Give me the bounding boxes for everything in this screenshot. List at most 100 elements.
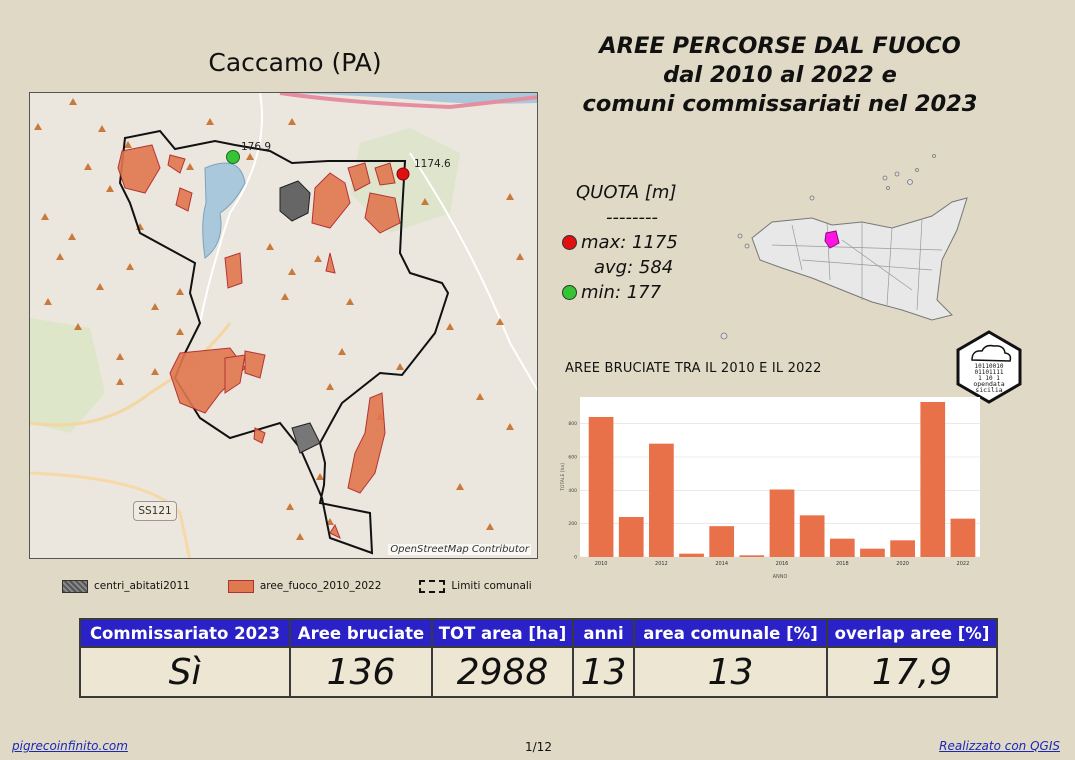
quota-max: max: 1175 — [581, 232, 678, 253]
svg-text:01101111: 01101111 — [975, 369, 1004, 376]
quota-min-row: min: 177 — [562, 280, 712, 305]
minor-road — [199, 93, 263, 324]
legend-label-limiti: Limiti comunali — [451, 580, 532, 592]
chart-x-tick-label: 2014 — [715, 561, 728, 567]
svg-text:1 10 1: 1 10 1 — [978, 375, 1000, 382]
value-anni: 13 — [572, 646, 635, 698]
peak-markers — [34, 98, 524, 540]
sicily-locator-map — [720, 154, 968, 340]
fire-swatch-icon — [227, 579, 254, 593]
value-area-comunale: 13 — [633, 646, 828, 698]
main-title: AREE PERCORSE DAL FUOCO dal 2010 al 2022… — [560, 32, 1000, 119]
value-overlap: 17,9 — [826, 646, 998, 698]
chart-x-tick-label: 2022 — [957, 561, 970, 567]
legend-item-limiti: Limiti comunali — [419, 579, 532, 593]
burned-areas — [117, 144, 401, 540]
title-line-2: dal 2010 al 2022 e — [663, 62, 897, 88]
header-area-comunale: area comunale [%] — [633, 618, 828, 648]
svg-text:10110010: 10110010 — [975, 363, 1004, 370]
dashed-border-swatch-icon — [419, 579, 446, 593]
caccamo-highlight — [824, 230, 840, 249]
quota-min: min: 177 — [581, 282, 662, 303]
chart-y-axis-label: TOTALE [ha] — [560, 463, 566, 492]
table-row: Sì 136 2988 13 13 17,9 — [79, 646, 998, 698]
green-dot-icon — [562, 285, 577, 300]
chart-x-ticks: 2010 2012 2014 2016 2018 2020 2022 — [595, 561, 970, 567]
chart-y-ticks: 0 200 400 600 800 — [568, 421, 577, 560]
chart-bar-2011 — [618, 517, 644, 557]
road-label: SS121 — [133, 501, 177, 521]
urban-center-south — [291, 422, 321, 454]
chart-bar-2022 — [950, 518, 976, 557]
legend-label-centri: centri_abitati2011 — [94, 580, 190, 592]
chart-y-tick-label: 400 — [568, 488, 577, 494]
municipal-borders — [771, 219, 943, 311]
max-elevation-marker — [396, 167, 410, 181]
red-dot-icon — [562, 235, 577, 250]
map-legend: centri_abitati2011 aree_fuoco_2010_2022 … — [62, 578, 532, 594]
chart-bar-2013 — [679, 553, 704, 557]
chart-bar-2018 — [829, 538, 855, 557]
value-commissariato: Sì — [79, 646, 291, 698]
minor-road-east — [409, 152, 537, 392]
chart-y-tick-label: 200 — [568, 521, 577, 527]
lake — [202, 162, 246, 259]
logo-text-opendata: opendata — [973, 380, 1004, 388]
municipality-title: Caccamo (PA) — [208, 48, 382, 77]
highway-line — [279, 93, 537, 110]
min-elevation-marker — [226, 150, 240, 164]
chart-bar-2021 — [920, 402, 946, 557]
cloud-icon — [971, 344, 1012, 362]
min-elevation-label: 176.9 — [241, 141, 271, 153]
footer-qgis-link[interactable]: Realizzato con QGIS — [939, 739, 1060, 753]
chart-x-axis-label: ANNO — [773, 574, 788, 580]
green-area — [30, 318, 105, 433]
chart-y-tick-label: 800 — [568, 421, 577, 427]
chart-bars — [588, 402, 976, 557]
quota-title: QUOTA [m] — [576, 182, 677, 203]
quota-max-row: max: 1175 — [562, 230, 712, 255]
chart-x-tick-label: 2010 — [595, 561, 608, 567]
chart-bar-2016 — [769, 489, 795, 557]
header-commissariato: Commissariato 2023 — [79, 618, 291, 648]
chart-bar-2019 — [860, 548, 885, 557]
main-road — [30, 322, 232, 427]
chart-x-tick-label: 2020 — [896, 561, 909, 567]
title-line-1: AREE PERCORSE DAL FUOCO — [599, 33, 961, 59]
legend-item-fuoco: aree_fuoco_2010_2022 — [227, 579, 381, 593]
chart-x-tick-label: 2012 — [655, 561, 668, 567]
value-aree-bruciate: 136 — [289, 646, 433, 698]
logo-text-sicilia: sicilia — [975, 386, 1002, 394]
max-elevation-label: 1174.6 — [414, 158, 451, 170]
legend-item-centri: centri_abitati2011 — [62, 579, 190, 593]
map-attribution[interactable]: OpenStreetMap Contributor — [388, 544, 531, 555]
minor-islands — [720, 154, 936, 340]
chart-bar-2020 — [890, 540, 915, 557]
footer-website-link[interactable]: pigrecoinfinito.com — [12, 739, 128, 753]
header-tot-area: TOT area [ha] — [431, 618, 574, 648]
summary-table: Commissariato 2023 Aree bruciate TOT are… — [79, 618, 998, 698]
chart-x-tick-label: 2016 — [776, 561, 789, 567]
sea-area — [30, 93, 537, 104]
chart-title: AREE BRUCIATE TRA IL 2010 E IL 2022 — [565, 361, 822, 376]
chart-bar-2017 — [799, 515, 825, 557]
header-aree-bruciate: Aree bruciate — [289, 618, 433, 648]
chart-bar-2014 — [709, 526, 735, 557]
chart-bar-2015 — [739, 555, 765, 557]
chart-bar-2010 — [588, 417, 614, 557]
title-line-3: comuni commissariati nel 2023 — [582, 91, 978, 117]
table-header-row: Commissariato 2023 Aree bruciate TOT are… — [79, 618, 998, 648]
chart-bar-2012 — [649, 443, 674, 557]
hatch-swatch-icon — [62, 579, 88, 593]
header-anni: anni — [572, 618, 635, 648]
urban-center — [279, 180, 311, 222]
altitude-panel: QUOTA [m] -------- max: 1175 avg: 584 mi… — [562, 180, 712, 305]
chart-y-tick-label: 600 — [568, 455, 577, 461]
chart-x-tick-label: 2018 — [836, 561, 849, 567]
sicily-island — [751, 197, 968, 321]
municipality-map[interactable]: 176.9 1174.6 SS121 OpenStreetMap Contrib… — [29, 92, 538, 559]
page-number: 1/12 — [525, 740, 552, 754]
map-canvas: 176.9 1174.6 — [30, 93, 537, 558]
opendata-sicilia-logo: 10110010 01101111 1 10 1 opendata sicili… — [956, 330, 1022, 404]
